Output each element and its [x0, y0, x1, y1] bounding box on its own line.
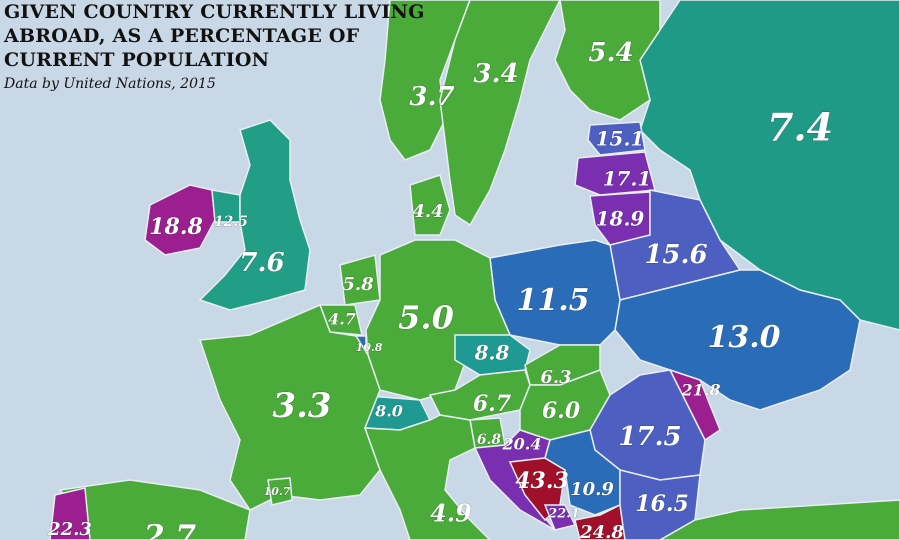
country-corsica	[267, 477, 293, 506]
label-norway: 3.7	[409, 82, 454, 112]
country-latvia	[574, 151, 656, 196]
country-italy	[363, 414, 492, 540]
country-turkey	[658, 499, 900, 540]
label-bulgaria: 16.5	[635, 491, 689, 517]
label-czechia: 8.8	[474, 341, 510, 365]
label-austria: 6.7	[473, 391, 512, 417]
label-croatia: 20.4	[502, 435, 542, 454]
label-corsica: 10.7	[264, 485, 291, 498]
title-line-2: ABROAD, AS A PERCENTAGE OF	[4, 25, 360, 47]
label-sweden: 3.4	[473, 59, 518, 89]
country-finland	[554, 0, 661, 121]
label-spain: 2.7	[143, 519, 196, 540]
label-hungary: 6.0	[542, 398, 581, 424]
label-ireland: 18.8	[149, 214, 203, 240]
label-switzerland: 8.0	[374, 402, 403, 421]
label-lithuania: 18.9	[596, 207, 645, 231]
country-france	[198, 303, 381, 511]
country-sweden	[439, 0, 561, 227]
country-estonia	[587, 121, 646, 156]
label-germany: 5.0	[398, 299, 454, 337]
map-title: GIVEN COUNTRY CURRENTLY LIVING ABROAD, A…	[4, 0, 425, 94]
label-latvia: 17.1	[603, 167, 652, 191]
title-line-3: CURRENT POPULATION	[4, 49, 270, 71]
label-bosnia: 43.3	[515, 468, 569, 494]
label-denmark: 4.4	[412, 201, 443, 222]
label-finland: 5.4	[588, 38, 633, 68]
source-note: Data by United Nations, 2015	[4, 76, 216, 92]
label-france: 3.3	[272, 386, 331, 426]
label-netherlands: 5.8	[342, 274, 374, 295]
country-montenegro	[543, 504, 577, 531]
label-serbia: 10.9	[570, 479, 614, 500]
label-luxembourg: 10.8	[356, 341, 383, 354]
label-slovakia: 6.3	[540, 367, 571, 388]
label-montenegro: 22.1	[547, 507, 580, 522]
label-north-macedonia: 24.8	[579, 522, 624, 540]
label-estonia: 15.1	[596, 127, 645, 151]
country-germany	[365, 239, 511, 401]
label-italy: 4.9	[430, 499, 472, 528]
label-poland: 11.5	[516, 283, 589, 318]
label-belgium: 4.7	[328, 310, 356, 329]
label-belarus: 15.6	[644, 240, 707, 270]
label-moldova: 21.8	[681, 381, 721, 400]
country-portugal	[49, 487, 91, 540]
title-line-1: GIVEN COUNTRY CURRENTLY LIVING	[4, 1, 425, 23]
label-romania: 17.5	[618, 422, 681, 452]
country-denmark	[409, 174, 451, 236]
label-portugal: 22.3	[47, 519, 92, 540]
label-northern-ireland: 12.5	[214, 214, 248, 230]
label-slovenia: 6.8	[477, 432, 502, 448]
country-ireland	[144, 184, 216, 256]
country-united-kingdom	[198, 119, 311, 311]
country-serbia	[544, 429, 621, 516]
label-russia: 7.4	[767, 105, 833, 150]
label-uk: 7.6	[239, 248, 284, 278]
label-ukraine: 13.0	[707, 320, 780, 355]
country-ukraine	[614, 269, 861, 411]
